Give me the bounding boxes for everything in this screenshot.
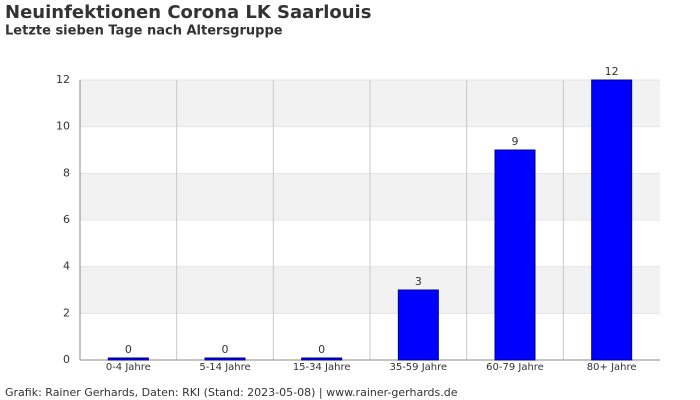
value-label: 3: [415, 275, 422, 288]
bar: [301, 357, 343, 361]
value-label: 0: [318, 343, 325, 356]
y-tick-label: 6: [63, 213, 70, 226]
x-tick-label: 80+ Jahre: [587, 362, 637, 373]
x-tick-label: 35-59 Jahre: [389, 362, 447, 373]
y-tick-label: 0: [63, 353, 70, 366]
bar: [204, 357, 246, 361]
bar: [494, 149, 536, 361]
x-tick-label: 0-4 Jahre: [106, 362, 151, 373]
x-tick-label: 60-79 Jahre: [486, 362, 544, 373]
x-tick-label: 5-14 Jahre: [199, 362, 250, 373]
bar: [397, 289, 439, 361]
y-tick-label: 12: [56, 73, 70, 86]
value-label: 0: [125, 343, 132, 356]
value-label: 12: [605, 65, 619, 78]
value-label: 9: [512, 135, 519, 148]
footer: Grafik: Rainer Gerhards, Daten: RKI (Sta…: [5, 386, 458, 399]
value-label: 0: [222, 343, 229, 356]
y-tick-label: 4: [63, 260, 70, 273]
chart-subtitle: Letzte sieben Tage nach Altersgruppe: [5, 24, 283, 39]
bar: [591, 79, 633, 361]
x-tick-label: 15-34 Jahre: [293, 362, 351, 373]
y-tick-label: 2: [63, 306, 70, 319]
bar: [107, 357, 149, 361]
y-tick-label: 10: [56, 120, 70, 133]
plot-background: [80, 79, 660, 361]
y-tick-label: 8: [63, 166, 70, 179]
chart-title: Neuinfektionen Corona LK Saarlouis: [5, 2, 371, 23]
